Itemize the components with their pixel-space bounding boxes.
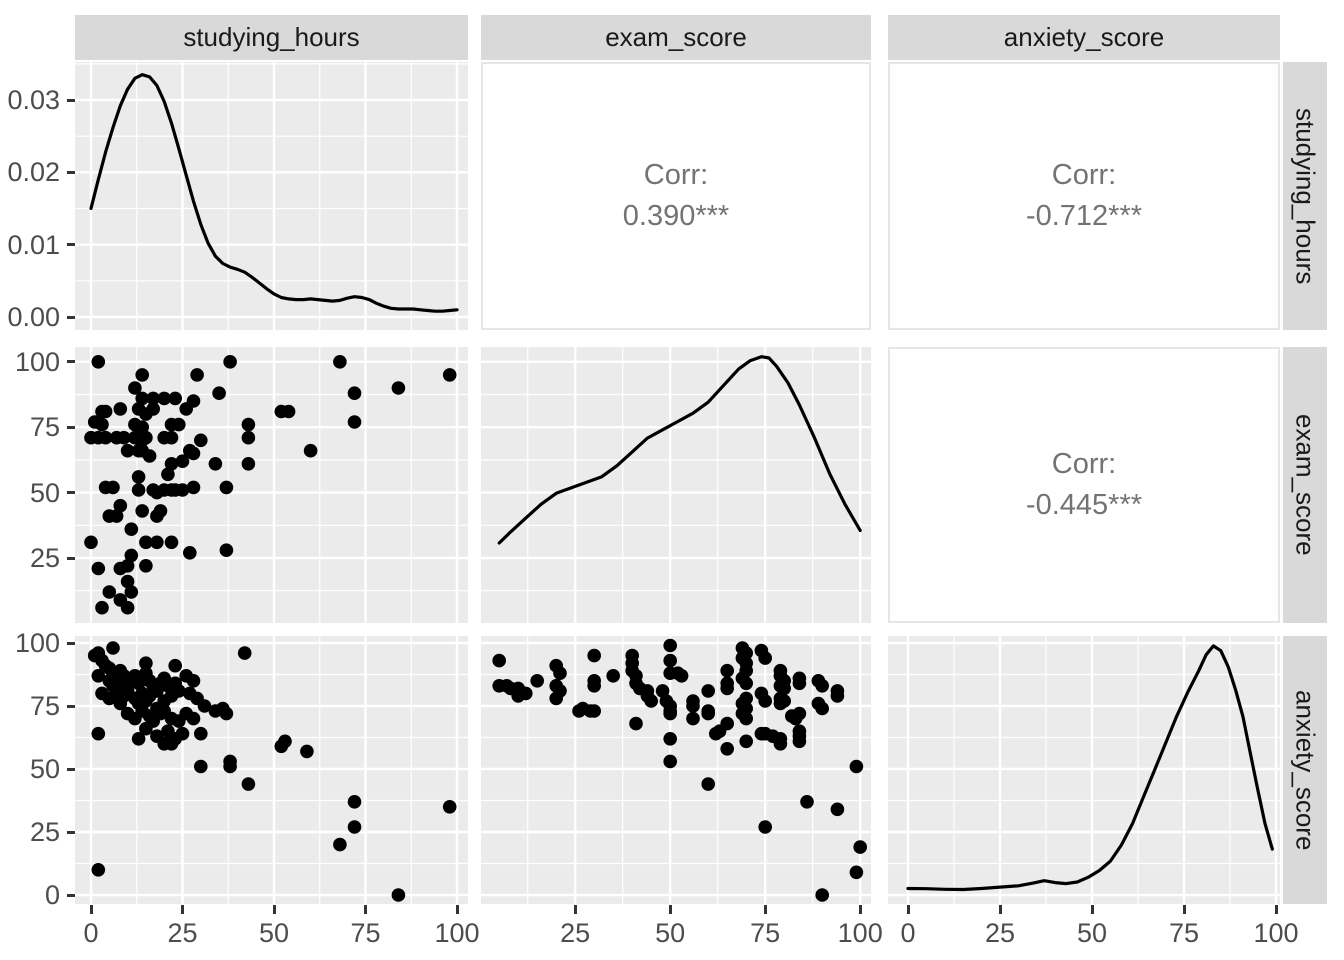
strip-label: anxiety_score <box>1290 689 1321 851</box>
corr-value: -0.712*** <box>1025 200 1143 232</box>
strip-label: studying_hours <box>183 22 360 52</box>
y-axis-tick <box>67 243 75 247</box>
y-axis-tick-label: 0 <box>44 880 60 910</box>
y-axis-tick <box>67 704 75 708</box>
y-axis-tick <box>67 767 75 771</box>
corr-panel-exam-score-anxiety-score: Corr: -0.445*** <box>888 347 1280 623</box>
x-axis-tick <box>272 905 276 914</box>
x-axis-tick <box>763 905 767 914</box>
y-axis-tick <box>67 170 75 174</box>
corr-label: Corr: <box>1051 159 1117 191</box>
y-axis-tick-label: 100 <box>14 346 60 377</box>
y-axis-tick <box>67 315 75 319</box>
strip-right-anxiety-score: anxiety_score <box>1283 636 1327 904</box>
x-axis-tick-label: 50 <box>655 918 686 948</box>
x-axis-tick <box>998 905 1002 914</box>
strip-label: exam_score <box>1290 414 1321 556</box>
y-axis-tick <box>67 556 75 560</box>
strip-top-anxiety-score: anxiety_score <box>888 15 1280 60</box>
y-axis-tick <box>67 491 75 495</box>
y-axis-tick <box>67 893 75 897</box>
corr-value: -0.445*** <box>1025 489 1143 521</box>
panel-density-exam_score <box>481 347 871 623</box>
y-axis-tick-label: 50 <box>29 477 60 508</box>
strip-right-studying-hours: studying_hours <box>1283 62 1327 330</box>
corr-label: Corr: <box>1051 448 1117 480</box>
strip-label: studying_hours <box>1290 107 1321 285</box>
y-axis-tick <box>67 830 75 834</box>
x-axis-tick <box>668 905 672 914</box>
panel-scatter-exam_score-anxiety_score <box>481 636 871 904</box>
x-axis-tick <box>364 905 367 914</box>
x-axis-tick-label: 0 <box>900 918 916 948</box>
x-axis-tick-label: 100 <box>837 918 883 948</box>
y-axis-tick <box>67 641 75 645</box>
x-axis-tick <box>455 905 459 914</box>
x-axis-tick-label: 50 <box>258 918 290 948</box>
strip-right-exam-score: exam_score <box>1283 347 1327 623</box>
strip-label: exam_score <box>605 22 747 52</box>
y-axis-tick <box>67 98 75 102</box>
strip-top-studying-hours: studying_hours <box>75 15 468 60</box>
y-axis-tick-label: 75 <box>29 691 60 721</box>
x-axis-tick <box>89 905 93 914</box>
corr-panel-studying-hours-exam-score: Corr: 0.390*** <box>481 62 871 330</box>
y-axis-tick-label: 50 <box>29 754 60 784</box>
x-axis-tick-label: 100 <box>434 918 480 948</box>
x-axis-tick <box>1182 905 1186 914</box>
corr-panel-studying-hours-anxiety-score: Corr: -0.712*** <box>888 62 1280 330</box>
y-axis-tick-label: 75 <box>29 412 60 443</box>
x-axis-tick <box>181 905 184 914</box>
x-axis-tick <box>1090 905 1094 914</box>
x-axis-tick <box>906 905 910 914</box>
y-axis-tick-label: 25 <box>29 817 60 847</box>
panel-scatter-studying_hours-anxiety_score <box>75 636 468 904</box>
panel-density-anxiety_score <box>888 636 1280 904</box>
y-axis-tick-label: 0.01 <box>7 229 60 260</box>
x-axis-tick <box>1274 905 1278 914</box>
panel-scatter-studying_hours-exam_score <box>75 347 468 623</box>
strip-label: anxiety_score <box>1003 22 1165 52</box>
x-axis-tick-label: 75 <box>350 918 381 948</box>
x-axis-tick-label: 75 <box>750 918 781 948</box>
y-axis-tick <box>67 425 75 429</box>
y-axis-tick <box>67 360 75 364</box>
corr-value: 0.390*** <box>622 200 730 232</box>
x-axis-tick-label: 50 <box>1076 918 1108 948</box>
corr-label: Corr: <box>643 159 709 191</box>
x-axis-tick-label: 25 <box>167 918 198 948</box>
y-axis-tick-label: 0.03 <box>7 85 60 115</box>
panel-density-studying_hours <box>75 62 468 330</box>
x-axis-tick-label: 75 <box>1168 918 1200 948</box>
strip-top-exam-score: exam_score <box>481 15 871 60</box>
x-axis-tick-label: 100 <box>1253 918 1299 948</box>
x-axis-tick-label: 25 <box>984 918 1016 948</box>
y-axis-tick-label: 100 <box>14 628 60 658</box>
x-axis-tick <box>858 905 862 914</box>
x-axis-tick-label: 25 <box>560 918 591 948</box>
y-axis-tick-label: 0.02 <box>7 157 60 188</box>
y-axis-tick-label: 25 <box>29 543 60 573</box>
y-axis-tick-label: 0.00 <box>7 302 60 332</box>
x-axis-tick-label: 0 <box>83 918 99 948</box>
x-axis-tick <box>573 905 577 914</box>
